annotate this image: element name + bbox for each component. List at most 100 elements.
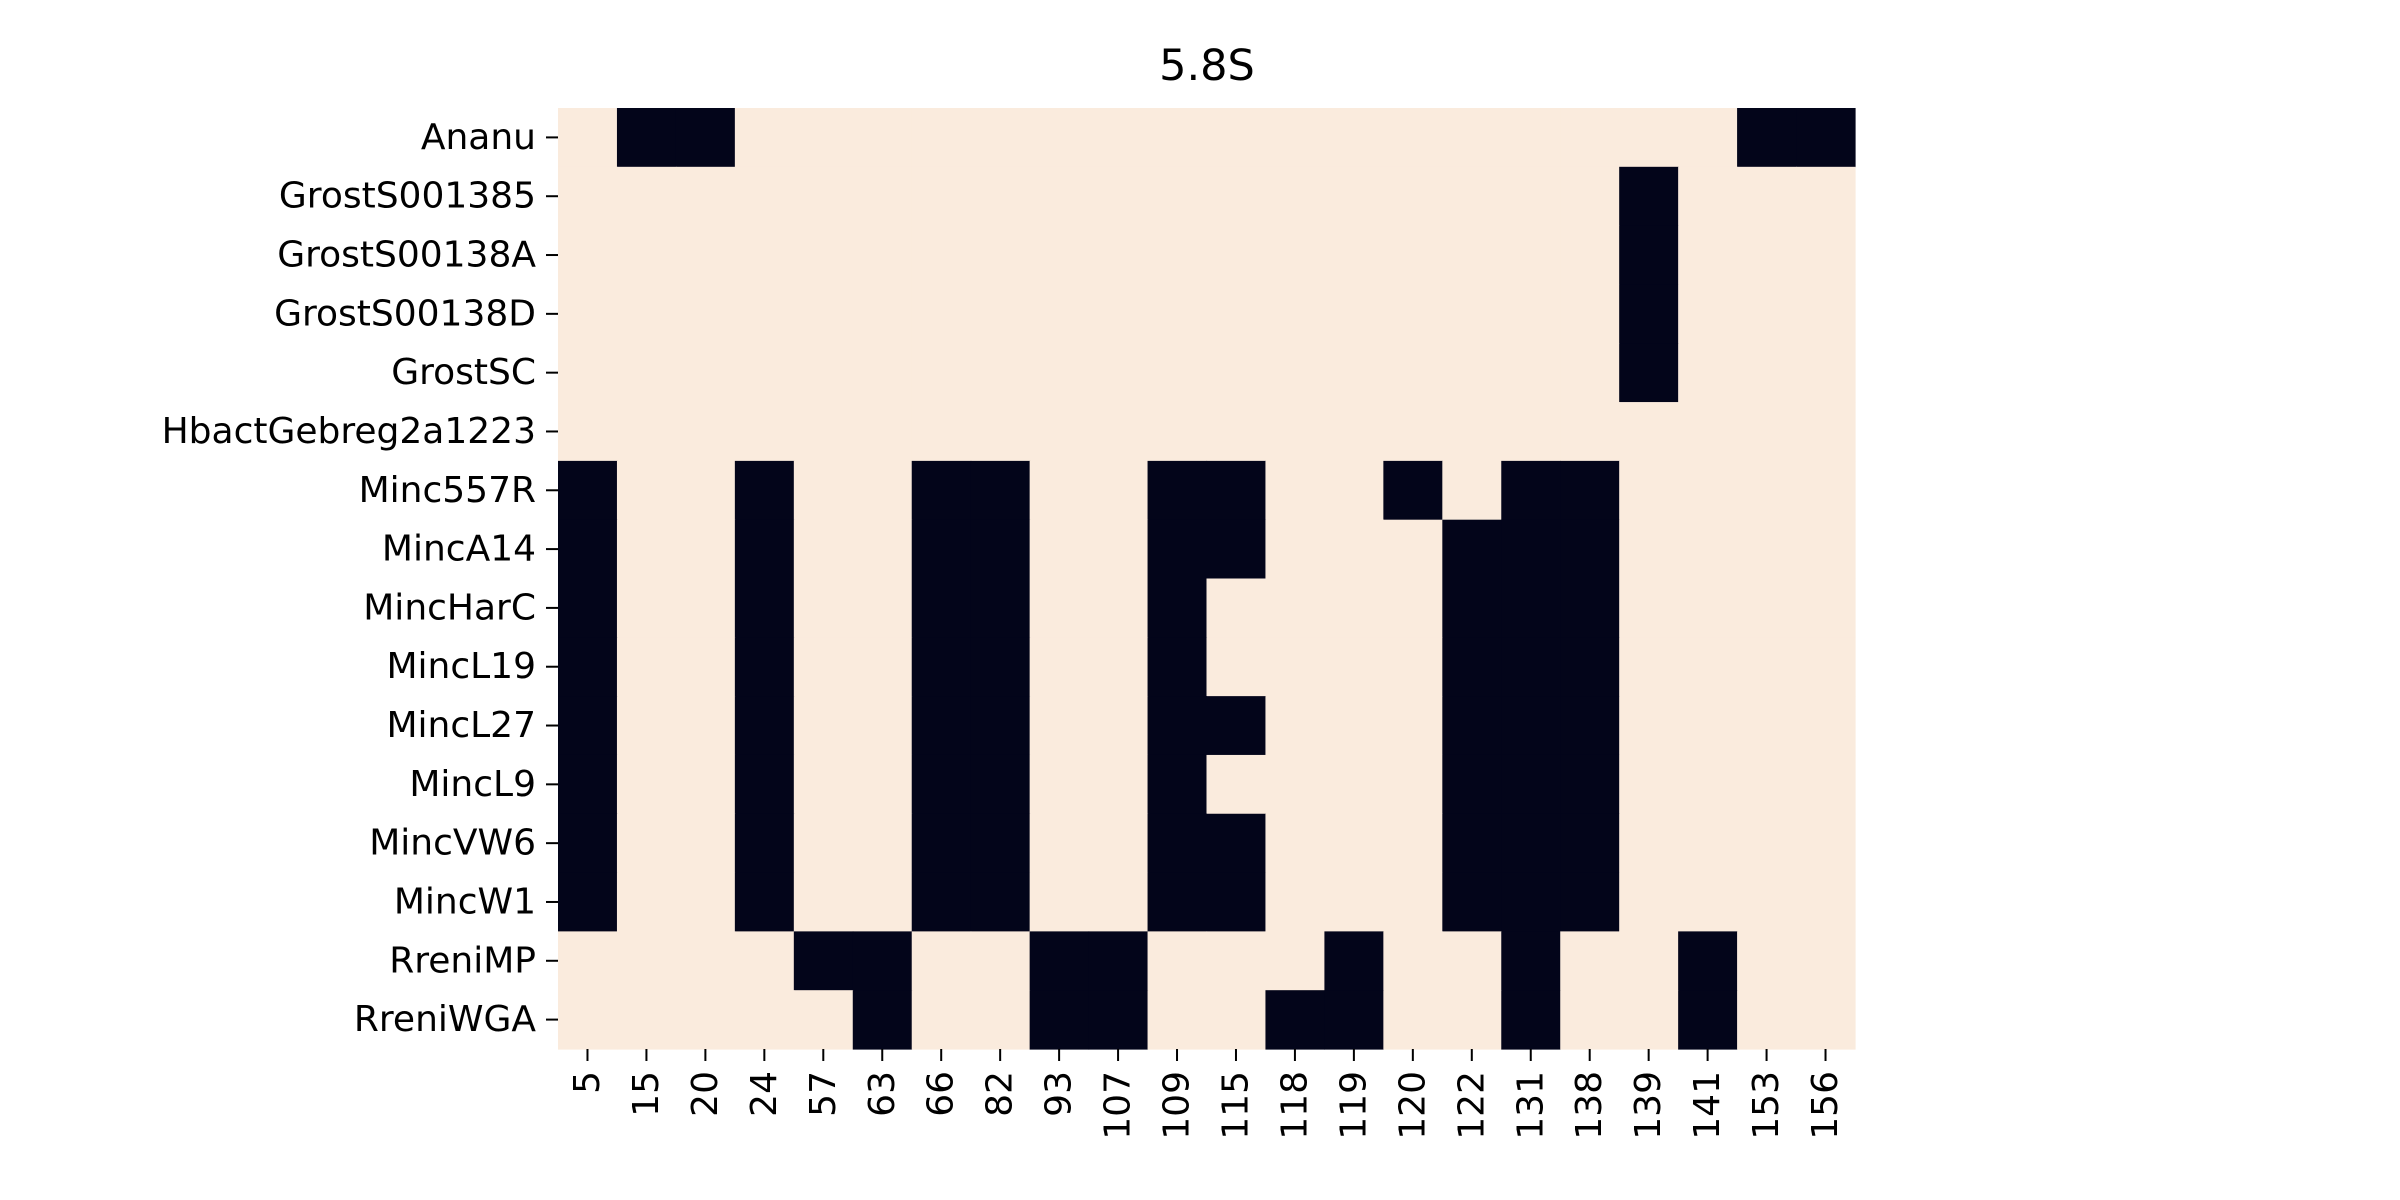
heatmap-cell [1029, 166, 1090, 227]
heatmap-cell [558, 990, 618, 1050]
heatmap-cell [1737, 637, 1797, 697]
heatmap-cell [675, 578, 736, 638]
heatmap-cell [558, 754, 618, 815]
heatmap-cell [1560, 460, 1620, 521]
heatmap-cell [1383, 754, 1443, 815]
heatmap-cell [1678, 813, 1738, 874]
heatmap-cell [1501, 990, 1561, 1050]
heatmap-cell [616, 225, 677, 286]
heatmap-cell [1442, 578, 1502, 638]
heatmap-cell [911, 754, 972, 815]
heatmap-cell [1796, 578, 1856, 638]
heatmap-cell [1147, 519, 1208, 580]
heatmap-cell [1265, 872, 1325, 932]
heatmap-cell [1147, 166, 1208, 227]
heatmap-cell [970, 519, 1031, 580]
heatmap-cell [1029, 402, 1090, 462]
heatmap-cell [1265, 931, 1325, 991]
heatmap-cell [1265, 166, 1325, 227]
x-tick-label: 63 [862, 1071, 903, 1117]
x-tick-label: 141 [1687, 1071, 1728, 1140]
heatmap-cell [1265, 578, 1325, 638]
x-tick-label: 15 [626, 1071, 667, 1117]
heatmap-cell [616, 166, 677, 227]
heatmap-cell [1324, 343, 1384, 403]
heatmap-cell [1560, 813, 1620, 874]
heatmap-cell [1324, 166, 1384, 227]
heatmap-cell [1619, 284, 1679, 344]
plot-area [558, 108, 1856, 1050]
heatmap-cell [852, 696, 913, 756]
heatmap-cell [1265, 754, 1325, 815]
heatmap-cell [1147, 284, 1208, 344]
heatmap-cell [1560, 931, 1620, 991]
heatmap-cell [911, 813, 972, 874]
heatmap-cell [734, 108, 795, 168]
heatmap-cell [558, 225, 618, 286]
y-tick-label: HbactGebreg2a1223 [162, 411, 536, 452]
heatmap-cell [675, 813, 736, 874]
heatmap-cell [1560, 343, 1620, 403]
heatmap-cell [734, 813, 795, 874]
heatmap-cell [1442, 754, 1502, 815]
heatmap-cell [1206, 813, 1267, 874]
x-tick-label: 5 [567, 1071, 608, 1094]
x-tick-label: 20 [685, 1071, 726, 1117]
heatmap-cell [1619, 225, 1679, 286]
heatmap-cell [1678, 578, 1738, 638]
heatmap-cell [1206, 108, 1267, 168]
heatmap-cell [970, 166, 1031, 227]
heatmap-cell [1265, 284, 1325, 344]
heatmap-cell [970, 402, 1031, 462]
heatmap-cell [675, 754, 736, 815]
heatmap-cell [1737, 931, 1797, 991]
heatmap-cell [911, 637, 972, 697]
heatmap-cell [1442, 813, 1502, 874]
x-tick-label: 66 [921, 1071, 962, 1117]
x-tick-label: 139 [1628, 1071, 1669, 1140]
heatmap-cell [1501, 578, 1561, 638]
heatmap-cell [1265, 990, 1325, 1050]
heatmap-cell [734, 696, 795, 756]
heatmap-cell [1206, 402, 1267, 462]
heatmap-cell [1206, 872, 1267, 932]
heatmap-cell [1147, 990, 1208, 1050]
heatmap-cell [1206, 343, 1267, 403]
heatmap-cell [1265, 696, 1325, 756]
heatmap-cell [1088, 813, 1149, 874]
heatmap-cell [1737, 578, 1797, 638]
heatmap-cell [675, 284, 736, 344]
x-tick-label: 93 [1039, 1071, 1080, 1117]
heatmap-cell [1560, 402, 1620, 462]
heatmap-cell [1088, 990, 1149, 1050]
heatmap-cell [1383, 872, 1443, 932]
x-tick-label: 156 [1805, 1071, 1846, 1140]
heatmap-cell [1265, 402, 1325, 462]
heatmap-cell [616, 990, 677, 1050]
heatmap-cell [734, 460, 795, 521]
heatmap-cell [852, 990, 913, 1050]
heatmap-cell [1147, 931, 1208, 991]
heatmap-cell [1147, 402, 1208, 462]
heatmap-cell [793, 108, 854, 168]
heatmap-cell [558, 284, 618, 344]
heatmap-cell [1265, 225, 1325, 286]
heatmap-cell [734, 578, 795, 638]
heatmap-cell [911, 990, 972, 1050]
heatmap-cell [1619, 754, 1679, 815]
heatmap-cell [911, 519, 972, 580]
heatmap-cell [1737, 225, 1797, 286]
heatmap-cell [1088, 166, 1149, 227]
heatmap-cell [1619, 343, 1679, 403]
heatmap-cell [616, 813, 677, 874]
y-tick-label: RreniWGA [354, 999, 536, 1040]
heatmap-cell [793, 402, 854, 462]
heatmap-cell [1088, 343, 1149, 403]
heatmap-cell [1501, 402, 1561, 462]
heatmap-cell [558, 931, 618, 991]
heatmap-cell [852, 578, 913, 638]
heatmap-cell [616, 931, 677, 991]
heatmap-cell [1678, 754, 1738, 815]
heatmap-cell [1383, 284, 1443, 344]
heatmap-cell [616, 519, 677, 580]
